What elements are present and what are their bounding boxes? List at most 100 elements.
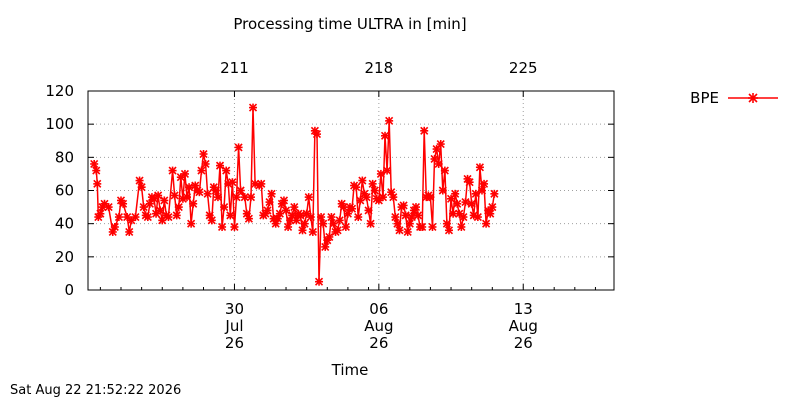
data-point	[170, 191, 179, 200]
data-point	[471, 189, 480, 198]
data-point	[201, 159, 210, 169]
data-point	[127, 216, 136, 225]
data-point	[232, 193, 241, 202]
data-point	[465, 178, 474, 187]
data-point	[222, 166, 231, 175]
chart-title: Processing time ULTRA in [min]	[233, 15, 466, 33]
y-tick-label: 100	[45, 115, 74, 133]
x-tick-label: 13 Aug 26	[509, 300, 538, 352]
data-point	[234, 143, 243, 152]
data-point	[226, 211, 235, 220]
data-point	[444, 226, 454, 235]
data-point	[358, 176, 367, 185]
x-axis-label: Time	[331, 361, 369, 379]
data-point	[451, 189, 460, 198]
data-point	[300, 219, 309, 228]
data-point	[335, 216, 344, 225]
y-tick-label: 80	[55, 148, 74, 166]
data-point	[434, 159, 443, 169]
data-point	[90, 159, 99, 169]
data-point	[446, 194, 456, 203]
data-point	[182, 193, 192, 202]
data-point	[475, 163, 484, 172]
y-tick-label: 120	[45, 82, 74, 100]
data-point	[321, 242, 330, 251]
data-point	[154, 191, 163, 200]
data-point	[143, 212, 152, 222]
data-point	[93, 179, 102, 188]
data-point	[461, 198, 470, 207]
data-point	[203, 189, 212, 198]
data-point	[401, 211, 410, 220]
data-point	[368, 179, 377, 188]
data-point	[185, 183, 194, 192]
data-point	[467, 199, 476, 208]
data-point	[218, 222, 227, 232]
data-point	[457, 222, 466, 232]
data-point	[137, 183, 146, 192]
data-point	[327, 212, 336, 222]
data-point	[488, 203, 497, 212]
data-point	[267, 189, 276, 198]
data-point	[131, 212, 140, 222]
data-point	[436, 140, 445, 149]
data-point	[265, 198, 274, 207]
data-point	[96, 209, 105, 218]
data-point	[244, 214, 253, 223]
data-point	[378, 193, 388, 202]
y-tick-label: 0	[64, 281, 74, 299]
data-point	[430, 154, 439, 164]
data-point	[314, 277, 324, 286]
data-point	[125, 227, 134, 237]
data-point	[440, 166, 449, 175]
data-point	[246, 193, 256, 202]
data-point	[380, 131, 390, 140]
data-point	[399, 201, 408, 210]
grid	[88, 91, 614, 290]
data-point	[486, 209, 495, 218]
data-point	[248, 103, 258, 112]
data-point	[119, 199, 128, 208]
data-point	[215, 161, 225, 170]
data-point	[354, 212, 363, 222]
data-point	[453, 199, 462, 208]
legend: BPE	[690, 89, 778, 107]
data-point	[403, 227, 412, 237]
data-point	[199, 149, 208, 159]
data-point	[395, 226, 404, 235]
data-point	[195, 188, 204, 197]
data-point	[473, 212, 482, 222]
data-point	[383, 166, 392, 175]
data-point	[281, 206, 291, 215]
legend-label: BPE	[690, 89, 719, 107]
data-point	[317, 212, 326, 222]
data-point	[279, 196, 289, 205]
data-point	[298, 226, 307, 235]
data-point	[172, 211, 181, 220]
data-point	[418, 222, 427, 232]
axis-ticks: 0 20 40 60 80 100 120 30 Jul 26 06 Aug 26 13 Aug 26 211 2…	[45, 59, 614, 352]
data-point	[428, 222, 437, 232]
x-tick-label: 30 Jul 26	[224, 300, 244, 352]
data-point	[442, 219, 451, 228]
data-point	[211, 186, 220, 195]
data-point	[114, 212, 124, 222]
data-point	[174, 203, 183, 212]
data-point	[275, 209, 284, 218]
data-point	[156, 206, 165, 215]
data-point	[477, 186, 487, 195]
data-point	[362, 193, 371, 202]
data-point	[347, 204, 357, 213]
data-point	[168, 166, 177, 175]
data-point	[438, 186, 447, 195]
data-point	[296, 211, 305, 220]
data-point	[145, 199, 154, 208]
data-point	[352, 183, 361, 192]
data-point	[341, 222, 350, 232]
data-point	[482, 219, 491, 228]
y-tick-label: 20	[55, 248, 74, 266]
data-point	[490, 189, 499, 198]
data-point	[364, 206, 373, 215]
data-point	[284, 222, 293, 232]
